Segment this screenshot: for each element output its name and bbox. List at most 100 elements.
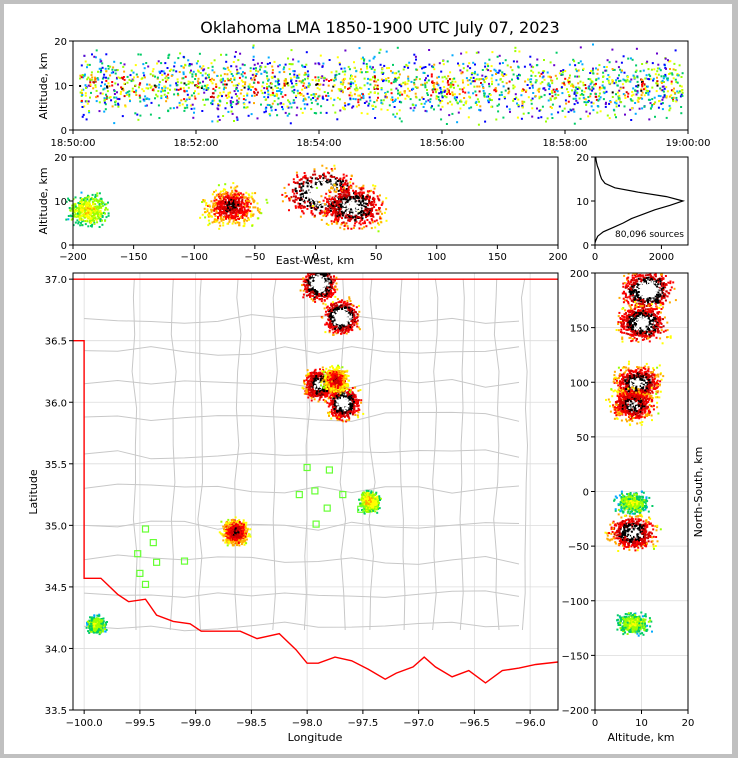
- time-height-source: [604, 103, 607, 105]
- time-height-source: [640, 89, 643, 92]
- ew-height-source: [342, 176, 345, 179]
- time-height-source: [243, 103, 246, 106]
- ew-height-source: [309, 205, 312, 208]
- time-height-source: [236, 102, 239, 104]
- time-height-source: [236, 84, 239, 87]
- time-height-source: [648, 73, 651, 76]
- ew-height-source: [208, 222, 211, 225]
- plan-view-grid: [73, 273, 558, 710]
- time-height-source: [246, 106, 249, 109]
- plan-view-source: [103, 623, 106, 626]
- time-height-source: [495, 71, 498, 74]
- ew-height-source: [84, 215, 87, 217]
- time-height-source: [213, 71, 216, 74]
- ew-height-source: [232, 201, 235, 204]
- ew-height-source: [344, 216, 347, 219]
- time-height-source: [380, 108, 383, 111]
- ew-height-source: [240, 204, 243, 207]
- ew-height-source: [358, 203, 361, 206]
- time-height-source: [80, 64, 83, 67]
- ew-height-source: [311, 212, 314, 215]
- time-height-source: [679, 84, 682, 87]
- time-height-source: [310, 98, 313, 101]
- ew-height-source: [350, 174, 353, 177]
- time-height-source: [527, 112, 530, 115]
- ew-height-source: [320, 175, 323, 178]
- time-height-source: [368, 78, 371, 81]
- time-height-source: [260, 89, 263, 92]
- time-height-source: [90, 71, 93, 74]
- ew-height-source: [87, 203, 90, 206]
- time-height-source: [136, 75, 139, 78]
- time-height-source: [648, 90, 651, 93]
- ew-height-source: [295, 171, 298, 174]
- time-height-source: [95, 100, 98, 103]
- time-height-source: [624, 113, 626, 116]
- time-height-source: [80, 101, 83, 103]
- time-height-source: [487, 69, 490, 72]
- ew-height-source: [244, 199, 247, 202]
- time-height-source: [474, 63, 476, 66]
- ew-height-source: [104, 208, 107, 211]
- time-height-source: [583, 90, 586, 93]
- ew-height-source: [327, 224, 330, 226]
- ew-height-source: [334, 186, 337, 189]
- ew-height-source: [366, 208, 369, 211]
- time-height-source: [222, 77, 224, 80]
- ew-height-source: [316, 180, 319, 183]
- ew-height-source: [233, 187, 236, 190]
- ew-height-source: [366, 194, 369, 197]
- time-height-source: [636, 80, 639, 83]
- ew-height-source: [364, 195, 367, 198]
- time-height-source: [426, 92, 429, 95]
- time-height-source: [99, 71, 102, 74]
- time-height-source: [622, 86, 625, 89]
- time-height-source: [664, 75, 667, 78]
- ew-height-source: [356, 204, 359, 207]
- ew-height-source: [212, 203, 215, 206]
- time-height-source: [189, 81, 192, 84]
- time-height-source: [415, 58, 417, 61]
- time-height-source: [337, 88, 340, 91]
- ew-height-source: [373, 187, 376, 190]
- ew-height-source: [248, 218, 250, 221]
- time-height-source: [678, 90, 681, 93]
- ew-height-source: [367, 214, 370, 217]
- ew-height-source: [81, 199, 83, 201]
- ew-height-source: [380, 204, 383, 206]
- time-height-source: [645, 74, 648, 77]
- ew-height-source: [355, 204, 357, 207]
- time-height-source: [148, 83, 151, 86]
- ew-height-source: [333, 201, 336, 204]
- time-height-source: [336, 118, 339, 121]
- ew-height-source: [319, 205, 322, 208]
- ew-height-source: [338, 214, 341, 217]
- time-height-source: [80, 99, 83, 102]
- time-height-source: [321, 95, 324, 98]
- county-line: [84, 483, 520, 494]
- ew-height-source: [313, 170, 316, 173]
- time-height-source: [197, 77, 200, 80]
- ew-height-source: [376, 195, 379, 198]
- time-height-source: [124, 105, 127, 108]
- time-height-source: [652, 79, 655, 82]
- time-height-source: [475, 51, 478, 54]
- time-height-source: [360, 68, 362, 71]
- ew-height-source: [347, 209, 350, 212]
- time-height-source: [599, 96, 602, 99]
- time-height-source: [292, 101, 295, 104]
- time-height-source: [268, 104, 271, 107]
- time-height-source: [243, 86, 246, 89]
- plan-view-panel: −100.0 −99.5 −99.0 −98.5 −98.0 −97.5 −97.0 −96.…: [27, 272, 559, 744]
- time-height-source: [296, 74, 299, 77]
- time-height-source: [618, 98, 621, 101]
- time-height-source: [675, 99, 678, 102]
- ew-height-source: [322, 172, 325, 175]
- time-height-source: [295, 84, 298, 87]
- time-height-source: [321, 97, 324, 100]
- time-height-source: [340, 82, 343, 85]
- ew-height-source: [76, 209, 79, 212]
- time-height-source: [581, 63, 584, 66]
- time-height-source: [387, 80, 390, 83]
- time-height-source: [95, 89, 98, 92]
